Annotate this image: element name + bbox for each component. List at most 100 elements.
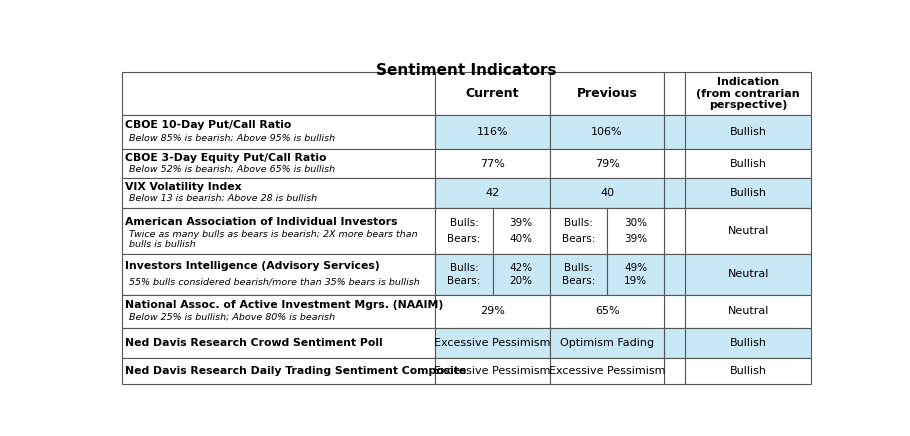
Text: 55% bulls considered bearish/more than 35% bears is bullish: 55% bulls considered bearish/more than 3… (129, 277, 420, 286)
Text: Neutral: Neutral (727, 307, 769, 317)
Text: Excessive Pessimism: Excessive Pessimism (549, 366, 665, 376)
Text: Neutral: Neutral (727, 269, 769, 279)
Text: Ned Davis Research Daily Trading Sentiment Composite: Ned Davis Research Daily Trading Sentime… (126, 366, 467, 376)
Text: Bulls:: Bulls: (564, 218, 593, 228)
Text: Neutral: Neutral (727, 226, 769, 236)
Bar (685, 208, 811, 254)
Bar (435, 295, 550, 328)
Bar (664, 254, 685, 295)
Bar (122, 72, 435, 116)
Text: 49%: 49% (624, 262, 647, 272)
Bar (664, 72, 685, 116)
Text: Ned Davis Research Crowd Sentiment Poll: Ned Davis Research Crowd Sentiment Poll (126, 338, 383, 348)
Text: Bears:: Bears: (448, 276, 480, 286)
Text: American Association of Individual Investors: American Association of Individual Inves… (126, 217, 398, 227)
Text: Excessive Pessimism: Excessive Pessimism (434, 366, 551, 376)
Text: 19%: 19% (624, 276, 647, 286)
Text: 106%: 106% (592, 127, 623, 137)
Bar (685, 254, 811, 295)
Text: 42%: 42% (510, 262, 532, 272)
Bar (685, 358, 811, 384)
Bar (685, 149, 811, 178)
Text: Below 25% is bullish; Above 80% is bearish: Below 25% is bullish; Above 80% is beari… (129, 313, 336, 322)
Bar (122, 358, 435, 384)
Text: Previous: Previous (577, 87, 638, 100)
Bar (550, 295, 664, 328)
Bar (664, 295, 685, 328)
Bar (664, 178, 685, 208)
Text: Bullish: Bullish (730, 188, 766, 198)
Text: Twice as many bulls as bears is bearish; 2X more bears than
bulls is bullish: Twice as many bulls as bears is bearish;… (129, 230, 418, 249)
Text: Below 52% is bearish; Above 65% is bullish: Below 52% is bearish; Above 65% is bulli… (129, 164, 336, 174)
Bar (122, 328, 435, 358)
Bar (435, 208, 492, 254)
Text: Bears:: Bears: (561, 276, 595, 286)
Bar (122, 116, 435, 149)
Bar (435, 178, 550, 208)
Text: Below 13 is bearish; Above 28 is bullish: Below 13 is bearish; Above 28 is bullish (129, 194, 318, 203)
Bar (550, 254, 607, 295)
Text: 40%: 40% (510, 234, 532, 244)
Text: Current: Current (466, 87, 520, 100)
Text: Investors Intelligence (Advisory Services): Investors Intelligence (Advisory Service… (126, 261, 380, 271)
Text: CBOE 10-Day Put/Call Ratio: CBOE 10-Day Put/Call Ratio (126, 120, 292, 130)
Text: Optimism Fading: Optimism Fading (560, 338, 654, 348)
Bar (685, 116, 811, 149)
Bar (664, 358, 685, 384)
Bar (435, 149, 550, 178)
Text: 42: 42 (485, 188, 500, 198)
Bar (685, 328, 811, 358)
Bar (550, 208, 607, 254)
Bar (664, 328, 685, 358)
Text: Bears:: Bears: (448, 234, 480, 244)
Bar (492, 254, 550, 295)
Bar (122, 254, 435, 295)
Text: 79%: 79% (594, 159, 620, 169)
Bar (435, 72, 550, 116)
Bar (607, 208, 664, 254)
Text: Excessive Pessimism: Excessive Pessimism (434, 338, 551, 348)
Text: 40: 40 (600, 188, 614, 198)
Text: 30%: 30% (624, 218, 647, 228)
Text: Bulls:: Bulls: (450, 262, 479, 272)
Text: Bullish: Bullish (730, 338, 766, 348)
Bar (550, 72, 664, 116)
Text: Bullish: Bullish (730, 159, 766, 169)
Bar (122, 208, 435, 254)
Text: Below 85% is bearish; Above 95% is bullish: Below 85% is bearish; Above 95% is bulli… (129, 133, 336, 143)
Bar (550, 358, 664, 384)
Bar (664, 116, 685, 149)
Text: Bulls:: Bulls: (564, 262, 593, 272)
Text: 39%: 39% (510, 218, 532, 228)
Bar (685, 178, 811, 208)
Bar (435, 328, 550, 358)
Text: 77%: 77% (480, 159, 505, 169)
Bar (435, 358, 550, 384)
Text: 39%: 39% (624, 234, 647, 244)
Text: Bears:: Bears: (561, 234, 595, 244)
Bar (550, 178, 664, 208)
Text: Indication
(from contrarian
perspective): Indication (from contrarian perspective) (696, 77, 800, 110)
Bar (492, 208, 550, 254)
Bar (550, 116, 664, 149)
Text: Bullish: Bullish (730, 366, 766, 376)
Text: 29%: 29% (480, 307, 505, 317)
Bar (550, 149, 664, 178)
Bar (550, 328, 664, 358)
Text: National Assoc. of Active Investment Mgrs. (NAAIM): National Assoc. of Active Investment Mgr… (126, 300, 444, 310)
Bar (122, 295, 435, 328)
Bar (435, 254, 492, 295)
Bar (664, 149, 685, 178)
Bar (435, 116, 550, 149)
Text: Sentiment Indicators: Sentiment Indicators (376, 63, 557, 78)
Bar (122, 178, 435, 208)
Text: Bullish: Bullish (730, 127, 766, 137)
Bar (685, 295, 811, 328)
Text: 20%: 20% (510, 276, 532, 286)
Bar (685, 72, 811, 116)
Text: VIX Volatility Index: VIX Volatility Index (126, 182, 242, 192)
Bar (122, 149, 435, 178)
Text: 116%: 116% (477, 127, 509, 137)
Text: Bulls:: Bulls: (450, 218, 479, 228)
Bar (607, 254, 664, 295)
